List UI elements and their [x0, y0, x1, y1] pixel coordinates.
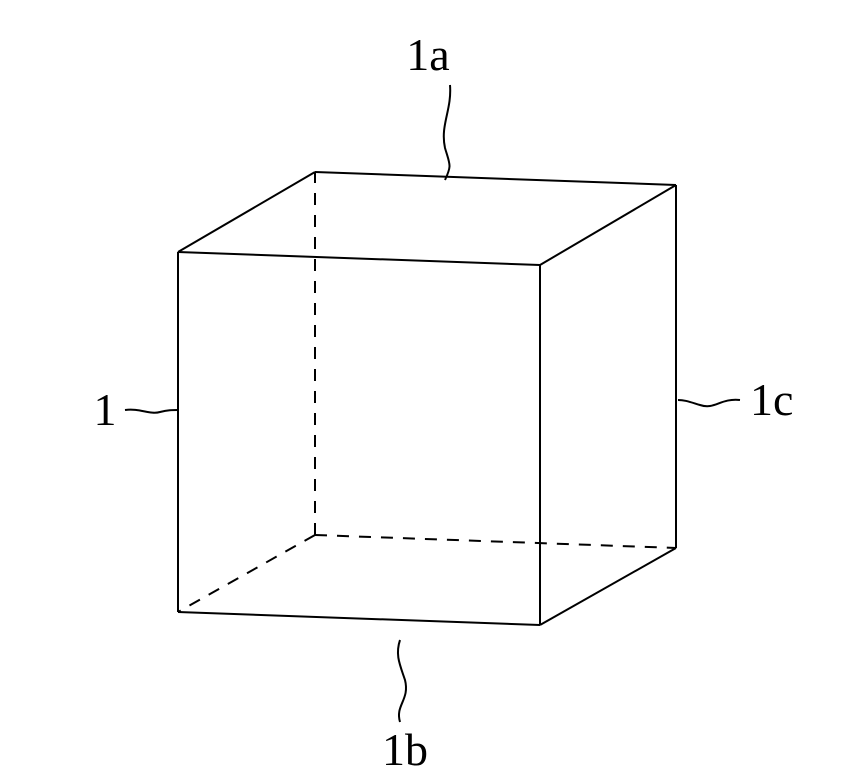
label-1c: 1c	[750, 374, 793, 425]
leader-right	[678, 400, 740, 406]
edge-front-tr-back-tr	[540, 185, 676, 265]
leader-bottom	[398, 640, 406, 722]
label-1a: 1a	[406, 29, 449, 80]
label-1: 1	[94, 384, 117, 435]
edge-front-br-back-br	[540, 548, 676, 625]
leader-top	[444, 85, 450, 180]
edge-back-tl-tr	[315, 172, 676, 185]
edge-front-tl-tr	[178, 252, 540, 265]
leader-left	[125, 410, 178, 413]
edge-front-br-bl	[178, 612, 540, 625]
cube-diagram: 1a 1b 1c 1	[0, 0, 856, 777]
cube-edges	[178, 172, 676, 625]
edge-back-bl-to-front-bl	[178, 535, 315, 612]
leader-lines	[125, 85, 740, 722]
label-1b: 1b	[382, 724, 428, 775]
edge-back-bl-to-back-br	[315, 535, 676, 548]
edge-front-tl-back-tl	[178, 172, 315, 252]
